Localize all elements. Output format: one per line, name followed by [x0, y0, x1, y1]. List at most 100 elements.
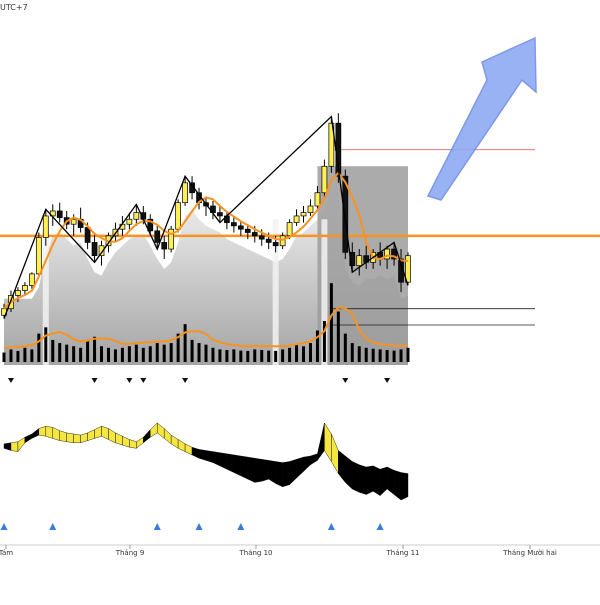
volume-bar — [120, 347, 124, 362]
oscillator-ribbon — [191, 446, 200, 459]
oscillator-ribbon — [324, 422, 332, 463]
volume-bar — [162, 344, 166, 362]
candle — [168, 225, 175, 253]
oscillator-ribbon — [157, 422, 165, 439]
candles — [1, 113, 411, 319]
oscillator-ribbon — [136, 436, 144, 449]
oscillator-ribbon — [226, 453, 235, 473]
triangle-down-icon — [140, 378, 147, 383]
oscillator-ribbon — [10, 441, 19, 452]
volume-bar — [315, 330, 319, 362]
candle-body — [300, 212, 307, 217]
candle-body — [29, 273, 35, 286]
oscillator-ribbon — [372, 465, 381, 496]
candle-body — [126, 218, 133, 225]
candle-body — [286, 222, 293, 237]
oscillator-ribbon — [254, 457, 262, 483]
volume-bar — [378, 349, 382, 362]
candle — [405, 252, 411, 286]
volume-bar — [72, 346, 76, 362]
volume-bar — [406, 347, 410, 362]
candle-body — [321, 165, 328, 194]
volume-bar — [322, 321, 326, 362]
oscillator-ribbon — [359, 464, 367, 495]
horizontal-levels — [0, 149, 600, 326]
candle-body — [328, 122, 335, 167]
time-axis-label: Tám — [0, 549, 13, 557]
candle — [133, 204, 140, 226]
candle — [314, 186, 321, 210]
candle — [286, 219, 293, 240]
candle-body — [217, 212, 223, 217]
oscillator-ribbon — [198, 449, 207, 461]
timezone-label: UTC+7 — [0, 3, 28, 12]
time-axis-label: Tháng 10 — [238, 549, 272, 557]
volume-bar — [260, 350, 264, 362]
candle — [56, 202, 63, 223]
volume-bar — [155, 343, 159, 362]
triangle-up-icon — [153, 523, 161, 530]
oscillator-ribbon — [164, 428, 172, 445]
candle — [391, 242, 397, 266]
volume-bar — [30, 349, 34, 362]
candle — [321, 159, 328, 200]
volume-bar — [399, 349, 403, 362]
candle — [126, 212, 133, 230]
oscillator-ribbon — [38, 426, 46, 437]
vertical-band — [272, 219, 279, 365]
candle — [182, 176, 188, 206]
candle-body — [314, 192, 321, 207]
oscillator-ribbon — [122, 435, 130, 448]
volume-bar — [141, 347, 145, 362]
volume-bar — [211, 347, 215, 362]
oscillator-ribbon — [73, 433, 81, 443]
volume-bar — [23, 347, 27, 362]
candle-body — [161, 242, 168, 250]
volume-bar — [134, 344, 138, 362]
oscillator-ribbon — [331, 433, 339, 475]
candle-body — [91, 242, 98, 257]
volume-bar — [113, 349, 117, 362]
volume-bar — [9, 349, 13, 362]
oscillator-ribbon — [177, 439, 186, 452]
volume-bar — [336, 311, 340, 362]
candle-body — [56, 210, 63, 218]
candle — [356, 249, 363, 276]
candle — [22, 282, 28, 296]
volume-bar — [148, 346, 152, 362]
volume-bar — [357, 346, 361, 362]
candle-body — [258, 235, 265, 240]
candle — [29, 272, 35, 289]
candle — [147, 214, 154, 236]
oscillator-ribbon — [275, 461, 283, 488]
volume-bar — [267, 350, 271, 362]
volume-bars — [2, 283, 410, 362]
volume-bar — [308, 343, 312, 362]
candle — [42, 209, 49, 246]
candle — [231, 215, 237, 233]
oscillator-ribbon — [268, 460, 276, 484]
candle — [35, 232, 42, 278]
triangle-up-icon — [237, 523, 245, 530]
volume-bar — [106, 347, 110, 362]
oscillator-ribbon — [345, 455, 353, 490]
time-axis-label: Tháng 9 — [115, 549, 145, 557]
oscillator-ribbon — [386, 466, 395, 495]
volume-bar — [302, 346, 306, 362]
volume-bar — [288, 347, 292, 362]
triangle-down-icon — [126, 378, 133, 383]
candle — [244, 224, 251, 240]
vertical-band — [321, 219, 328, 365]
volume-bar — [350, 343, 354, 362]
oscillator-ribbon — [115, 432, 123, 446]
volume-bar — [2, 352, 6, 362]
oscillator-ribbon — [289, 459, 297, 486]
vertical-band — [42, 219, 49, 365]
candle-body — [251, 232, 258, 237]
volume-bar — [364, 347, 368, 362]
oscillator-ribbon — [66, 432, 74, 444]
candle-body — [265, 238, 272, 243]
triangle-down-icon — [91, 378, 98, 383]
